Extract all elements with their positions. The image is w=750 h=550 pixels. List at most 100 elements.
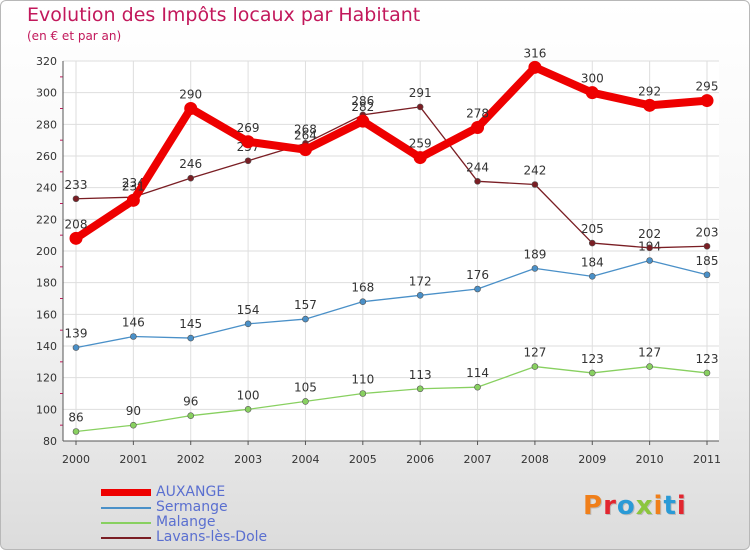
data-label: 268 [294,122,317,136]
data-label: 127 [523,346,546,360]
data-point [416,103,424,111]
x-tick-label: 2011 [693,453,721,466]
y-tick-label: 300 [36,87,57,100]
data-label: 244 [466,160,489,174]
legend-label-auxange: AUXANGE [156,484,226,500]
legend-item-malange: Malange [101,514,361,530]
logo-letter: x [635,491,654,521]
data-label: 139 [65,327,88,341]
data-point [359,390,367,397]
data-point [531,181,539,188]
data-label: 246 [179,157,202,171]
data-point [585,86,599,100]
series-malange: 86 90 96 100 105 110 113 114 127 123 127 123 [68,346,718,435]
y-tick-label: 80 [43,435,57,448]
data-point [474,383,481,391]
data-label: 278 [466,107,489,121]
data-label: 264 [294,129,317,143]
data-point [298,143,312,157]
data-label: 292 [638,84,661,98]
series-lavans-l-s-dole: 233234246257268286291244242205202203 [65,86,719,252]
data-point [703,271,711,279]
data-point [187,412,195,419]
data-label: 123 [581,352,604,366]
data-point [241,135,255,149]
y-tick-label: 320 [36,55,57,68]
series-sermange: 139146145154157168172176189184194185 [65,240,719,351]
series-line [75,259,708,349]
data-point [72,195,80,203]
data-point [474,178,481,185]
data-label: 105 [294,380,317,394]
data-label: 96 [183,395,198,409]
data-label: 184 [581,255,604,269]
data-label: 286 [351,94,374,108]
data-label: 154 [237,303,260,317]
proxiti-logo: Proxiti [583,491,687,521]
data-point [130,333,137,340]
data-point [416,292,424,299]
data-label: 291 [409,86,432,100]
data-label: 233 [65,178,88,192]
x-tick-label: 2009 [578,453,606,466]
data-point [126,193,140,207]
legend-label-malange: Malange [156,514,216,530]
y-tick-label: 260 [36,150,57,163]
data-point [703,369,711,377]
axes: 80 100 120 140 160 180 200 220 240 260 280 300 320 20… [36,55,721,466]
data-label: 127 [638,346,661,360]
y-tick-label: 160 [36,308,57,321]
legend-label-lavans: Lavans-lès-Dole [156,529,268,545]
data-point [646,257,653,264]
x-tick-label: 2001 [119,453,147,466]
data-point [356,114,370,128]
data-point [69,231,83,245]
data-label: 157 [294,298,317,312]
data-label: 114 [466,366,489,380]
data-point [700,94,714,108]
legend-item-auxange: AUXANGE [101,484,361,500]
x-tick-label: 2006 [406,453,434,466]
data-label: 203 [696,225,719,239]
data-point [187,174,195,182]
x-tick-label: 2003 [234,453,262,466]
data-label: 86 [68,411,83,425]
data-label: 295 [696,80,719,94]
data-point [302,398,309,405]
data-label: 100 [237,388,260,402]
logo-letter: i [676,491,687,521]
data-label: 242 [523,164,546,178]
data-label: 189 [523,247,546,261]
x-tick-label: 2005 [349,453,377,466]
data-point [130,421,137,429]
logo-letter: o [616,491,636,521]
data-label: 168 [351,281,374,295]
data-label: 205 [581,222,604,236]
data-point [72,344,80,351]
series-auxange: 208 231 290 269 264 282 259 278 316 300 292 295 [65,46,719,245]
legend: AUXANGE Sermange Malange Lavans-lès-Dole [101,484,361,545]
data-point [244,320,252,328]
data-point [588,369,596,377]
data-label: 290 [179,88,202,102]
data-point [643,98,657,112]
data-label: 185 [696,254,719,268]
y-tick-label: 280 [36,118,57,131]
data-label: 110 [351,373,374,387]
data-point [184,102,198,115]
series-line [75,106,708,249]
data-label: 231 [122,179,145,193]
series-line [75,365,708,433]
y-tick-label: 220 [36,213,57,226]
legend-swatch-malange [101,522,151,524]
data-point [646,244,653,252]
legend-label-sermange: Sermange [156,499,228,515]
x-tick-label: 2007 [464,453,492,466]
legend-swatch-sermange [101,507,151,509]
y-tick-label: 200 [36,245,57,258]
x-tick-label: 2000 [62,453,90,466]
data-point [244,157,252,165]
data-label: 176 [466,268,489,282]
